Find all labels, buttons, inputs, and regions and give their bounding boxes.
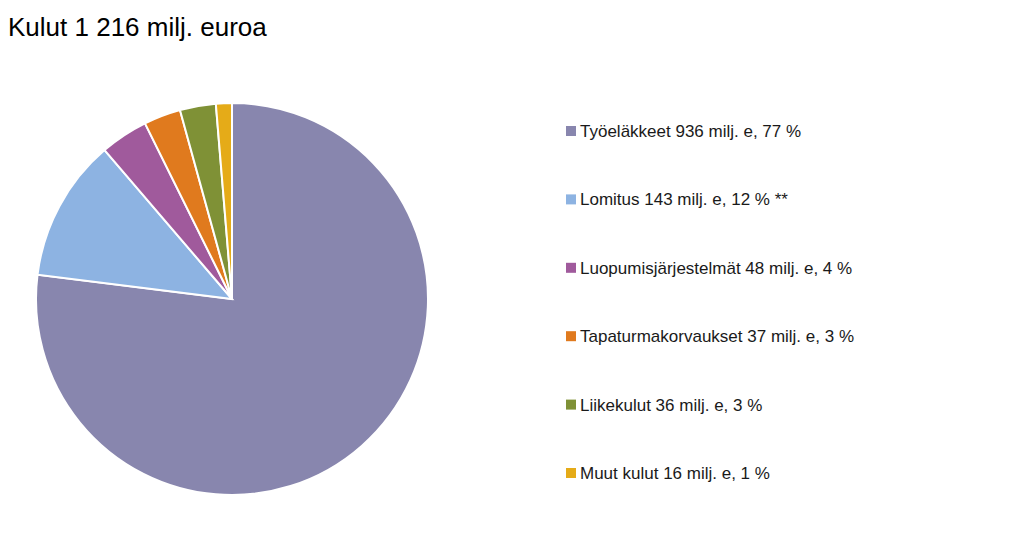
legend-swatch	[566, 468, 576, 478]
pie-slice	[36, 103, 428, 495]
legend-swatch	[566, 400, 576, 410]
legend-label: Luopumisjärjestelmät 48 milj. e, 4 %	[580, 259, 852, 278]
legend-swatch	[566, 331, 576, 341]
legend-label: Muut kulut 16 milj. e, 1 %	[580, 464, 770, 483]
chart: Kulut 1 216 milj. euroa Työeläkkeet 936 m…	[0, 0, 1017, 556]
pie-slice	[180, 104, 232, 299]
title: Kulut 1 216 milj. euroa	[8, 12, 267, 42]
pie-slice	[216, 103, 232, 299]
pie	[36, 103, 428, 495]
legend: Työeläkkeet 936 milj. e, 77 % Lomitus 143…	[566, 122, 854, 483]
legend-label: Lomitus 143 milj. e, 12 % **	[580, 190, 788, 209]
legend-label: Työeläkkeet 936 milj. e, 77 %	[580, 122, 801, 141]
legend-swatch	[566, 263, 576, 273]
legend-label: Liikekulut 36 milj. e, 3 %	[580, 396, 762, 415]
legend-swatch	[566, 194, 576, 204]
legend-swatch	[566, 126, 576, 136]
legend-label: Tapaturmakorvaukset 37 milj. e, 3 %	[580, 327, 854, 346]
